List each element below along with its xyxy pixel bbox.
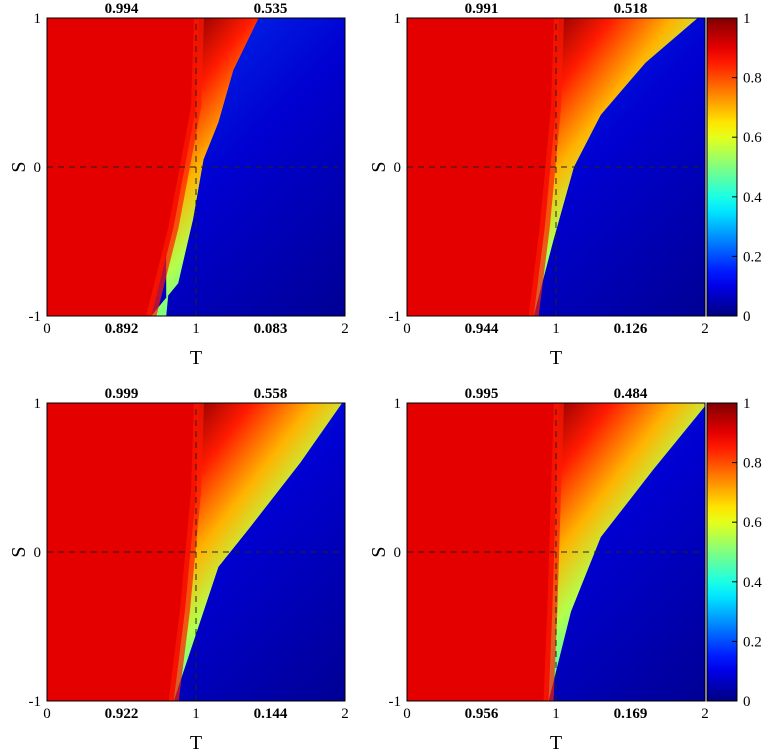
quadrant-value-bottom-left: 0.956 — [465, 706, 499, 722]
axes-frame — [46, 17, 346, 317]
y-tick-label: 1 — [34, 11, 42, 27]
transition-region-upper — [166, 403, 345, 701]
transition-region-upper — [526, 18, 705, 316]
colorbar-tick-label: 0.6 — [743, 130, 762, 146]
y-tick-label: 0 — [394, 160, 402, 176]
colorbar-tick-label: 1 — [743, 11, 751, 27]
quadrant-value-bottom-right: 0.169 — [614, 706, 648, 722]
y-tick-label: 1 — [394, 396, 402, 412]
colorbar-tick-label: 0.8 — [743, 71, 762, 87]
x-tick-label: 2 — [341, 706, 349, 722]
x-tick-label: 2 — [341, 321, 349, 337]
x-tick-label: 1 — [552, 706, 560, 722]
quadrant-value-top-right: 0.558 — [254, 386, 288, 402]
x-tick-label: 0 — [43, 321, 51, 337]
quadrant-value-bottom-right: 0.083 — [254, 321, 288, 337]
colorbar-tick-label: 0.6 — [743, 515, 762, 531]
y-axis-label: S — [368, 161, 390, 172]
quadrant-value-bottom-right: 0.144 — [254, 706, 288, 722]
y-axis-label: S — [8, 546, 30, 557]
colorbar-tick-label: 0.4 — [743, 575, 762, 591]
transition-region-upper — [526, 403, 705, 701]
y-tick-label: -1 — [29, 309, 42, 325]
quadrant-value-bottom-left: 0.922 — [105, 706, 139, 722]
colorbar-gradient — [706, 17, 738, 317]
quadrant-value-top-right: 0.518 — [614, 1, 648, 17]
x-tick-label: 2 — [701, 321, 709, 337]
colorbar: 0 0.2 0.4 0.6 0.8 1 — [706, 396, 762, 710]
y-axis-label: S — [368, 546, 390, 557]
x-tick-label: 0 — [403, 706, 411, 722]
quadrant-value-top-right: 0.484 — [614, 386, 648, 402]
quadrant-value-bottom-left: 0.892 — [105, 321, 139, 337]
colorbar-tick-label: 0.8 — [743, 456, 762, 472]
x-tick-label: 0 — [403, 321, 411, 337]
cooperation-region — [47, 403, 199, 701]
colorbar-tick-label: 0.2 — [743, 249, 762, 265]
x-tick-label: 0 — [43, 706, 51, 722]
axes-frame — [406, 402, 706, 702]
colorbar-tick-label: 0 — [743, 309, 751, 325]
y-tick-label: 0 — [34, 545, 42, 561]
x-axis-label: T — [190, 347, 202, 369]
quadrant-value-top-right: 0.535 — [254, 1, 288, 17]
colorbar-gradient — [706, 402, 738, 702]
y-tick-label: 0 — [34, 160, 42, 176]
quadrant-value-top-left: 0.995 — [465, 386, 499, 402]
x-tick-label: 1 — [192, 321, 200, 337]
quadrant-value-bottom-right: 0.126 — [614, 321, 648, 337]
x-axis-label: T — [550, 732, 562, 753]
x-axis-label: T — [550, 347, 562, 369]
y-axis-label: S — [8, 161, 30, 172]
quadrant-value-top-left: 0.999 — [105, 386, 139, 402]
quadrant-value-bottom-left: 0.944 — [465, 321, 499, 337]
colorbar-tick-label: 0 — [743, 694, 751, 710]
quadrant-value-top-left: 0.994 — [105, 1, 139, 17]
x-tick-label: 2 — [701, 706, 709, 722]
axes-frame — [46, 402, 346, 702]
quadrant-value-top-left: 0.991 — [465, 1, 499, 17]
cooperation-region — [47, 18, 199, 316]
axes-frame — [406, 17, 706, 317]
cooperation-region — [407, 403, 559, 701]
x-axis-label: T — [190, 732, 202, 753]
y-tick-label: -1 — [389, 694, 402, 710]
y-tick-label: 1 — [394, 11, 402, 27]
cooperation-region — [407, 18, 559, 316]
colorbar: 0 0.2 0.4 0.6 0.8 1 — [706, 11, 762, 325]
colorbar-tick-label: 0.4 — [743, 190, 762, 206]
y-tick-label: -1 — [389, 309, 402, 325]
x-tick-label: 1 — [552, 321, 560, 337]
colorbar-tick-label: 0.2 — [743, 634, 762, 650]
x-tick-label: 1 — [192, 706, 200, 722]
y-tick-label: 0 — [394, 545, 402, 561]
heatmap-area — [47, 18, 345, 316]
colorbar-tick-label: 1 — [743, 396, 751, 412]
y-tick-label: 1 — [34, 396, 42, 412]
y-tick-label: -1 — [29, 694, 42, 710]
